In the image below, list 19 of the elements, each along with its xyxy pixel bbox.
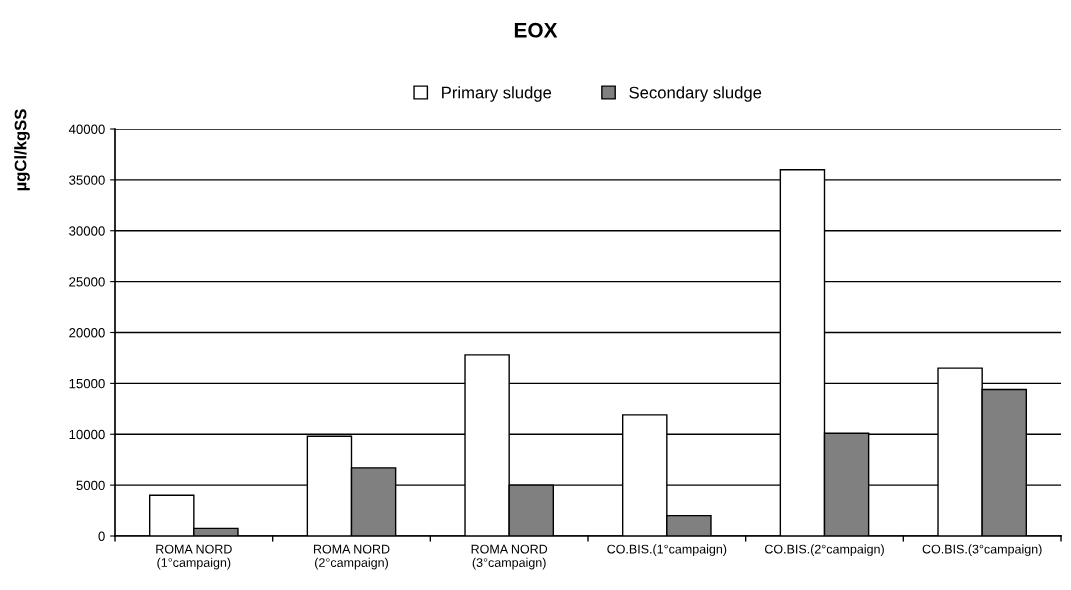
- y-tick-label: 40000: [68, 124, 105, 134]
- chart-title: EOX: [514, 22, 558, 38]
- y-tick-label: 25000: [69, 277, 105, 287]
- x-tick-label: ROMA NORD (3°campaign): [471, 544, 548, 570]
- x-tick-label: CO.BIS.(2°campaign): [764, 544, 884, 556]
- y-tick-label: 0: [98, 531, 105, 541]
- y-tick-label: 15000: [69, 378, 105, 389]
- y-axis-title: µgCl/kgSS: [14, 109, 30, 191]
- legend-label: Primary sludge: [442, 86, 552, 102]
- y-tick-label: 20000: [69, 328, 105, 338]
- y-tick-label: 35000: [69, 175, 105, 185]
- y-tick-label: 10000: [69, 429, 105, 440]
- x-tick-label: CO.BIS.(3°campaign): [922, 544, 1042, 556]
- legend-label: Secondary sludge: [629, 86, 762, 102]
- x-tick-label: ROMA NORD (2°campaign): [313, 544, 390, 570]
- y-tick-label: 5000: [76, 480, 105, 491]
- y-tick-label: 30000: [69, 226, 105, 236]
- x-tick-label: ROMA NORD (1°campaign): [156, 544, 232, 570]
- x-tick-label: CO.BIS.(1°campaign): [607, 544, 727, 556]
